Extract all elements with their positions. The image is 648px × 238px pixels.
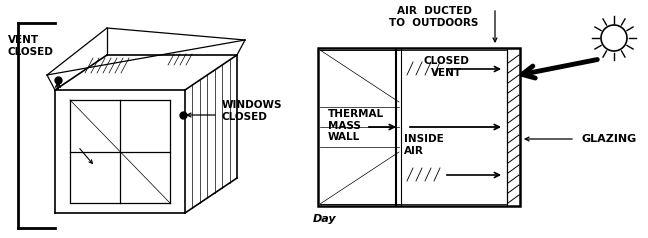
Bar [318,48,520,206]
Text: CLOSED
VENT: CLOSED VENT [424,56,469,78]
Text: GLAZING: GLAZING [582,134,637,144]
Text: THERMAL
MASS
WALL: THERMAL MASS WALL [328,109,384,142]
Text: VENT
CLOSED: VENT CLOSED [8,35,54,57]
Text: AIR  DUCTED
TO  OUTDOORS: AIR DUCTED TO OUTDOORS [389,6,479,28]
Text: WINDOWS
CLOSED: WINDOWS CLOSED [222,100,283,122]
Text: INSIDE
AIR: INSIDE AIR [404,134,444,156]
Circle shape [601,25,627,51]
Text: Day: Day [313,214,336,224]
